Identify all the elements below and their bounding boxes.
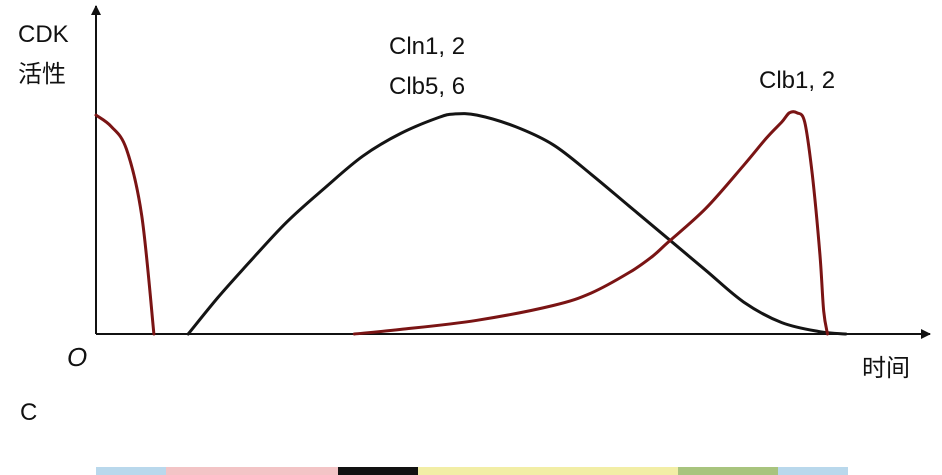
series-label-clb56: Clb5, 6	[389, 73, 465, 100]
phase-strip	[96, 467, 848, 475]
series-line-clb12	[94, 110, 829, 336]
y-axis-label-line-2: 活性	[18, 61, 66, 88]
panel-letter: C	[20, 399, 37, 426]
phase-segment-3	[338, 467, 418, 475]
series-label-clb12: Clb1, 2	[759, 67, 835, 94]
origin-label: O	[67, 342, 87, 372]
series-line-cln-clb56	[186, 112, 848, 336]
x-axis-label: 时间	[862, 355, 910, 382]
phase-segment-6	[778, 467, 848, 475]
phase-segment-5	[678, 467, 778, 475]
y-axis-label-line-1: CDK	[18, 21, 69, 48]
series-label-cln12: Cln1, 2	[389, 33, 465, 60]
phase-segment-4	[418, 467, 678, 475]
phase-segment-1	[96, 467, 166, 475]
phase-segment-2	[166, 467, 338, 475]
